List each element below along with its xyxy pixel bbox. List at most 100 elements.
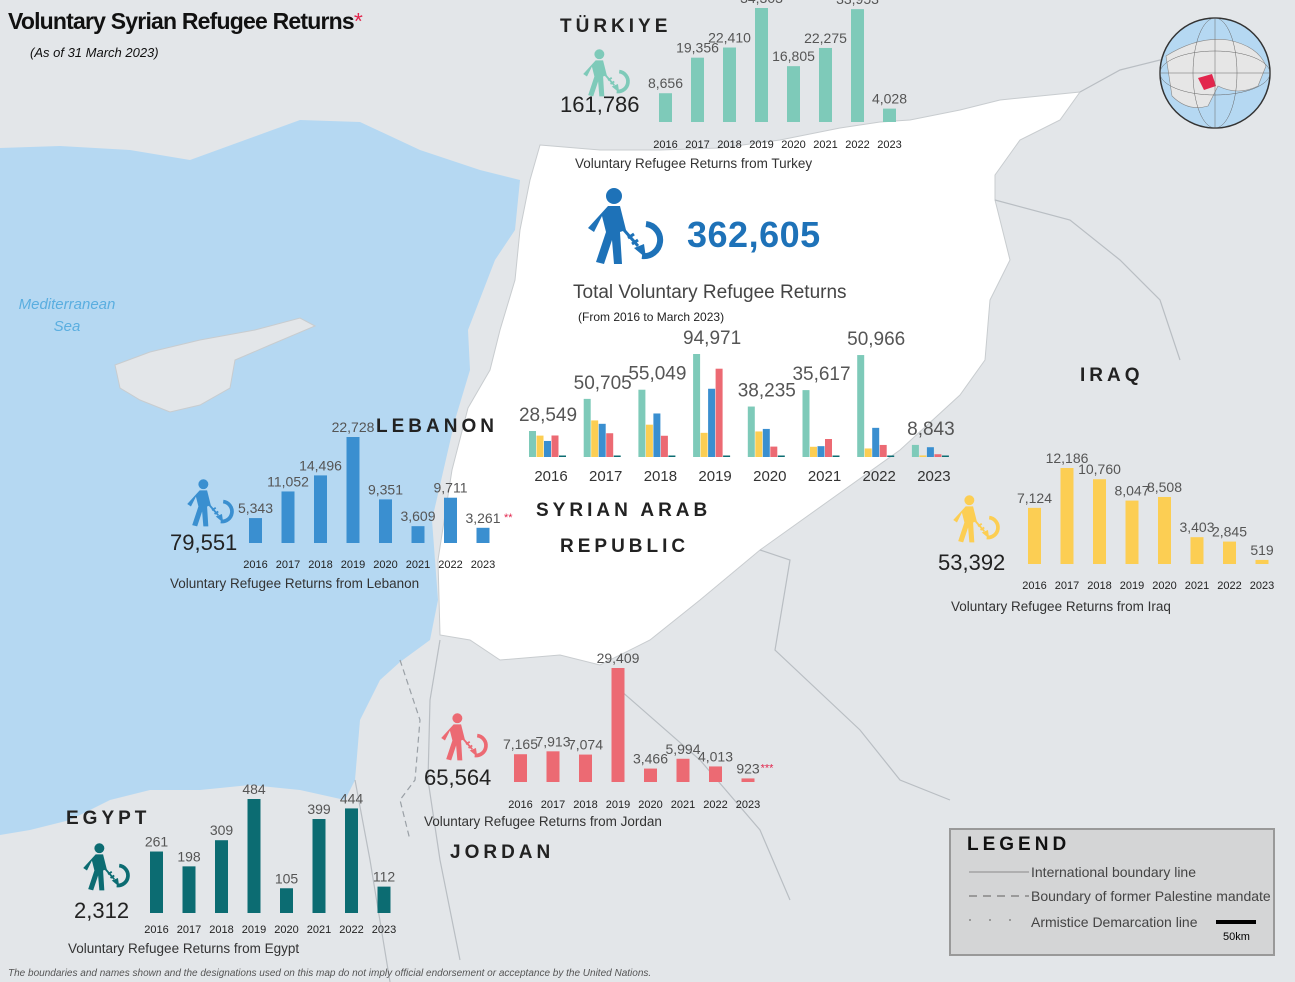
total-bar-2021-series-4 [832, 455, 840, 457]
jordan-bar-2017 [546, 751, 560, 782]
egypt-value-label-2023: 112 [373, 869, 396, 885]
egypt-bar-2021 [312, 819, 326, 913]
jordan-bar-2019 [611, 668, 625, 782]
iraq-bar-2020 [1158, 496, 1171, 564]
iraq-value-label-2020: 8,508 [1147, 479, 1182, 495]
total-year-label-2023: 2023 [917, 468, 950, 485]
total-bar-2017-series-1 [591, 420, 599, 457]
turkiye-value-label-2021: 22,275 [804, 30, 847, 46]
egypt-bar-2016 [150, 851, 163, 913]
lebanon-bar-2019 [346, 437, 360, 543]
country-label-lebanon: LEBANON [376, 416, 498, 437]
iraq-value-label-2023: 519 [1250, 542, 1274, 558]
egypt-value-label-2020: 105 [275, 870, 299, 886]
lebanon-year-label-2020: 2020 [373, 559, 397, 571]
total-bar-2019-series-4 [723, 455, 731, 457]
total-bar-2020-series-1 [755, 431, 763, 457]
total-year-value-2020: 38,235 [738, 381, 796, 402]
lebanon-value-label-2021: 3,609 [400, 508, 435, 524]
lebanon-bar-2023 [476, 527, 490, 543]
jordan-chart-title: Voluntary Refugee Returns from Jordan [424, 814, 662, 829]
egypt-bar-2017 [182, 866, 196, 913]
lebanon-total-value: 79,551 [170, 530, 237, 555]
lebanon-chart-title: Voluntary Refugee Returns from Lebanon [170, 576, 419, 591]
jordan-year-label-2019: 2019 [606, 799, 630, 811]
total-bar-2022-series-1 [864, 448, 872, 457]
total-bar-2020-series-4 [777, 455, 785, 457]
map-title: Voluntary Syrian Refugee Returns* [8, 8, 363, 34]
total-bar-2018-series-1 [645, 424, 653, 457]
egypt-year-label-2022: 2022 [339, 924, 363, 936]
total-bar-2016-series-1 [536, 435, 544, 457]
turkiye-value-label-2016: 8,656 [648, 75, 683, 91]
jordan-value-label-2016: 7,165 [503, 736, 538, 752]
total-bar-2018-series-4 [668, 455, 676, 457]
total-year-label-2020: 2020 [753, 468, 786, 485]
iraq-year-label-2016: 2016 [1022, 580, 1046, 592]
egypt-year-label-2020: 2020 [274, 924, 298, 936]
total-bar-2018-series-2 [653, 413, 661, 457]
iraq-value-label-2021: 3,403 [1179, 519, 1214, 535]
jordan-value-label-2020: 3,466 [633, 751, 668, 767]
iraq-value-label-2019: 8,047 [1114, 483, 1149, 499]
egypt-value-label-2017: 198 [177, 848, 201, 864]
legend-item-armistice: Armistice Demarcation line [1031, 914, 1198, 930]
jordan-year-label-2020: 2020 [638, 799, 662, 811]
lebanon-bar-2018 [314, 475, 327, 543]
iraq-year-label-2023: 2023 [1250, 580, 1274, 592]
jordan-bar-2018 [579, 754, 592, 782]
legend-title: LEGEND [967, 834, 1071, 855]
iraq-value-label-2016: 7,124 [1017, 490, 1052, 506]
iraq-year-label-2020: 2020 [1152, 580, 1176, 592]
egypt-chart-title: Voluntary Refugee Returns from Egypt [68, 941, 299, 956]
turkiye-year-label-2020: 2020 [781, 139, 805, 151]
turkiye-year-label-2019: 2019 [749, 139, 773, 151]
total-bar-2019-series-2 [708, 388, 716, 457]
country-label-jordan: JORDAN [450, 842, 555, 863]
egypt-value-label-2021: 399 [307, 801, 331, 817]
sea-label: Mediterranean Sea [18, 296, 116, 335]
egypt-year-label-2016: 2016 [144, 924, 168, 936]
iraq-year-label-2021: 2021 [1185, 580, 1209, 592]
total-bar-2023-series-1 [919, 455, 927, 457]
total-year-value-2023: 8,843 [907, 419, 955, 440]
egypt-value-label-2022: 444 [340, 790, 364, 806]
country-label-egypt: EGYPT [66, 808, 151, 829]
egypt-year-label-2021: 2021 [307, 924, 331, 936]
lebanon-value-label-2017: 11,052 [267, 473, 309, 489]
turkiye-value-label-2017: 19,356 [676, 40, 719, 56]
turkiye-bar-2019 [755, 8, 768, 122]
total-bar-2019-series-1 [700, 432, 708, 457]
egypt-bar-2018 [215, 840, 228, 913]
total-year-label-2019: 2019 [698, 468, 731, 485]
person-walking-return-icon [588, 188, 664, 264]
total-bar-2023-series-2 [926, 447, 934, 457]
iraq-bar-2019 [1125, 500, 1139, 564]
total-year-value-2021: 35,617 [792, 364, 850, 385]
lebanon-year-label-2019: 2019 [341, 559, 365, 571]
lebanon-bar-2020 [379, 499, 392, 543]
turkiye-bar-2023 [883, 108, 896, 122]
total-bar-2019-series-3 [715, 368, 723, 457]
total-year-label-2016: 2016 [534, 468, 567, 485]
total-bar-2023-series-3 [934, 454, 942, 457]
total-bar-2016-series-3 [551, 435, 559, 457]
total-bar-2018-series-3 [660, 435, 668, 457]
map-subtitle: (As of 31 March 2023) [30, 45, 159, 60]
egypt-value-label-2016: 261 [145, 834, 169, 850]
total-year-value-2022: 50,966 [847, 329, 905, 350]
turkiye-value-label-2018: 22,410 [708, 30, 751, 46]
turkiye-bar-2018 [723, 47, 736, 122]
egypt-bar-2023 [377, 886, 391, 913]
total-bar-2016-series-0 [529, 431, 536, 457]
iraq-bar-2018 [1093, 479, 1106, 564]
turkiye-bar-2016 [659, 93, 672, 122]
turkiye-bar-2022 [851, 9, 864, 123]
total-bar-2020-series-2 [762, 428, 770, 457]
iraq-year-label-2019: 2019 [1120, 580, 1144, 592]
jordan-value-label-2021: 5,994 [665, 741, 700, 757]
legend-symbols [969, 871, 1029, 921]
jordan-year-label-2023: 2023 [736, 799, 760, 811]
